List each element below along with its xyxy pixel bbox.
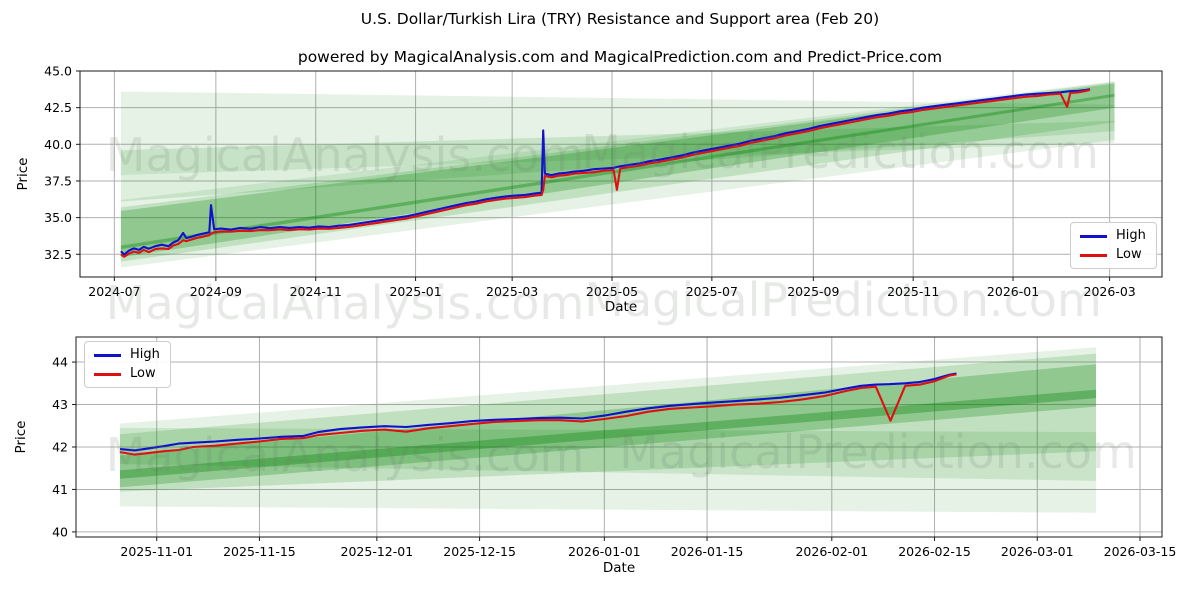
high-line [120, 88, 1091, 256]
support-resistance-band [120, 389, 1096, 479]
y-tick-label: 45.0 [44, 64, 72, 79]
x-tick-label: 2025-12-15 [443, 544, 516, 559]
x-tick-label: 2026-02-15 [898, 544, 971, 559]
support-resistance-band [120, 93, 1115, 250]
x-tick-label: 2025-01 [389, 284, 441, 299]
x-tick-label: 2026-01-01 [568, 544, 641, 559]
x-tick-label: 2025-11-15 [223, 544, 296, 559]
x-tick-label: 2025-09 [787, 284, 839, 299]
x-tick-label: 2026-02-01 [795, 544, 868, 559]
low-line-swatch [94, 372, 121, 376]
chart-title: U.S. Dollar/Turkish Lira (TRY) Resistanc… [360, 10, 880, 28]
high-line-swatch [1080, 234, 1107, 238]
x-tick-label: 2026-01 [987, 284, 1039, 299]
high-line-label: High [1116, 228, 1146, 243]
x-tick-label: 2025-07 [686, 284, 738, 299]
y-tick-label: 32.5 [44, 247, 72, 262]
axes-spines [75, 336, 1163, 538]
y-tick-label: 35.0 [44, 210, 72, 225]
x-tick-label: 2025-12-01 [341, 544, 414, 559]
chart-subtitle: powered by MagicalAnalysis.com and Magic… [297, 48, 943, 66]
y-tick-label: 37.5 [44, 173, 72, 188]
y-axis-label: Price [13, 421, 29, 454]
support-resistance-band [120, 91, 1115, 176]
y-tick-label: 40.0 [44, 137, 72, 152]
support-resistance-band [120, 427, 1096, 481]
zoom-chart-legend: High Low [84, 341, 171, 388]
x-tick-label: 2025-11 [887, 284, 939, 299]
axes-spines [79, 70, 1163, 278]
y-tick-label: 42.5 [44, 100, 72, 115]
main-chart-legend: High Low [1070, 222, 1157, 269]
x-tick-label: 2025-11-01 [120, 544, 193, 559]
x-axis-label: Date [603, 560, 635, 576]
y-tick-label: 41 [52, 482, 68, 497]
support-resistance-band [120, 120, 1115, 202]
x-tick-label: 2026-03 [1084, 284, 1136, 299]
low-line-label: Low [130, 366, 156, 381]
low-line-swatch [1080, 253, 1107, 257]
support-resistance-band [120, 83, 1115, 258]
x-tick-label: 2024-11 [290, 284, 342, 299]
high-line [119, 372, 957, 452]
legend-entry-low: Low [1080, 248, 1146, 262]
y-tick-label: 42 [52, 439, 68, 454]
legend-entry-high: High [94, 348, 160, 362]
high-line-swatch [94, 353, 121, 357]
x-tick-label: 2025-05 [586, 284, 638, 299]
support-resistance-band [120, 347, 1096, 513]
legend-entry-high: High [1080, 229, 1146, 243]
x-tick-label: 2024-07 [88, 284, 140, 299]
x-tick-label: 2026-03-01 [1001, 544, 1074, 559]
y-tick-label: 44 [52, 355, 68, 370]
high-line-label: High [130, 347, 160, 362]
support-resistance-band [120, 364, 1096, 488]
low-line [119, 373, 957, 456]
x-tick-label: 2026-03-15 [1104, 544, 1177, 559]
x-tick-label: 2026-01-15 [671, 544, 744, 559]
y-tick-label: 43 [52, 397, 68, 412]
y-axis-label: Price [15, 158, 31, 191]
legend-entry-low: Low [94, 367, 160, 381]
low-line [120, 88, 1091, 258]
low-line-label: Low [1116, 247, 1142, 262]
y-tick-label: 40 [52, 524, 68, 539]
x-tick-label: 2024-09 [190, 284, 242, 299]
x-axis-label: Date [605, 299, 637, 315]
x-tick-label: 2025-03 [486, 284, 538, 299]
support-resistance-band [120, 82, 1115, 262]
